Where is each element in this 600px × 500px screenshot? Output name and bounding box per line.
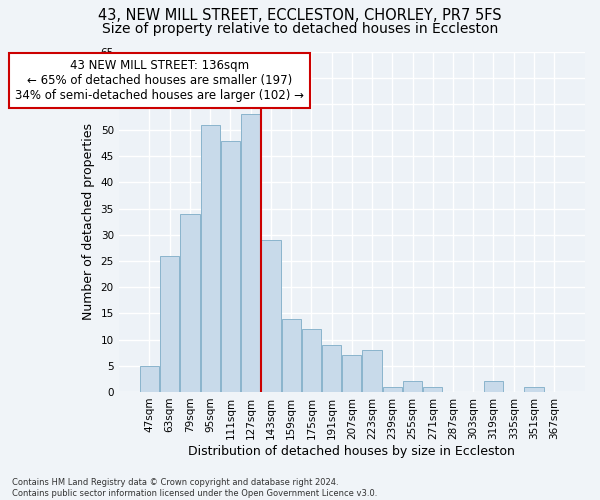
Bar bbox=[342, 356, 361, 392]
Bar bbox=[403, 382, 422, 392]
Bar bbox=[302, 329, 321, 392]
Bar bbox=[281, 318, 301, 392]
Bar bbox=[160, 256, 179, 392]
Bar bbox=[524, 386, 544, 392]
Text: Size of property relative to detached houses in Eccleston: Size of property relative to detached ho… bbox=[102, 22, 498, 36]
Bar bbox=[383, 386, 402, 392]
Bar bbox=[181, 214, 200, 392]
Bar bbox=[362, 350, 382, 392]
Bar bbox=[221, 140, 240, 392]
Bar bbox=[140, 366, 159, 392]
Bar bbox=[423, 386, 442, 392]
Bar bbox=[484, 382, 503, 392]
Text: 43 NEW MILL STREET: 136sqm
← 65% of detached houses are smaller (197)
34% of sem: 43 NEW MILL STREET: 136sqm ← 65% of deta… bbox=[15, 60, 304, 102]
Bar bbox=[241, 114, 260, 392]
X-axis label: Distribution of detached houses by size in Eccleston: Distribution of detached houses by size … bbox=[188, 444, 515, 458]
Bar bbox=[200, 125, 220, 392]
Text: 43, NEW MILL STREET, ECCLESTON, CHORLEY, PR7 5FS: 43, NEW MILL STREET, ECCLESTON, CHORLEY,… bbox=[98, 8, 502, 22]
Y-axis label: Number of detached properties: Number of detached properties bbox=[82, 123, 95, 320]
Bar bbox=[261, 240, 281, 392]
Text: Contains HM Land Registry data © Crown copyright and database right 2024.
Contai: Contains HM Land Registry data © Crown c… bbox=[12, 478, 377, 498]
Bar bbox=[322, 345, 341, 392]
